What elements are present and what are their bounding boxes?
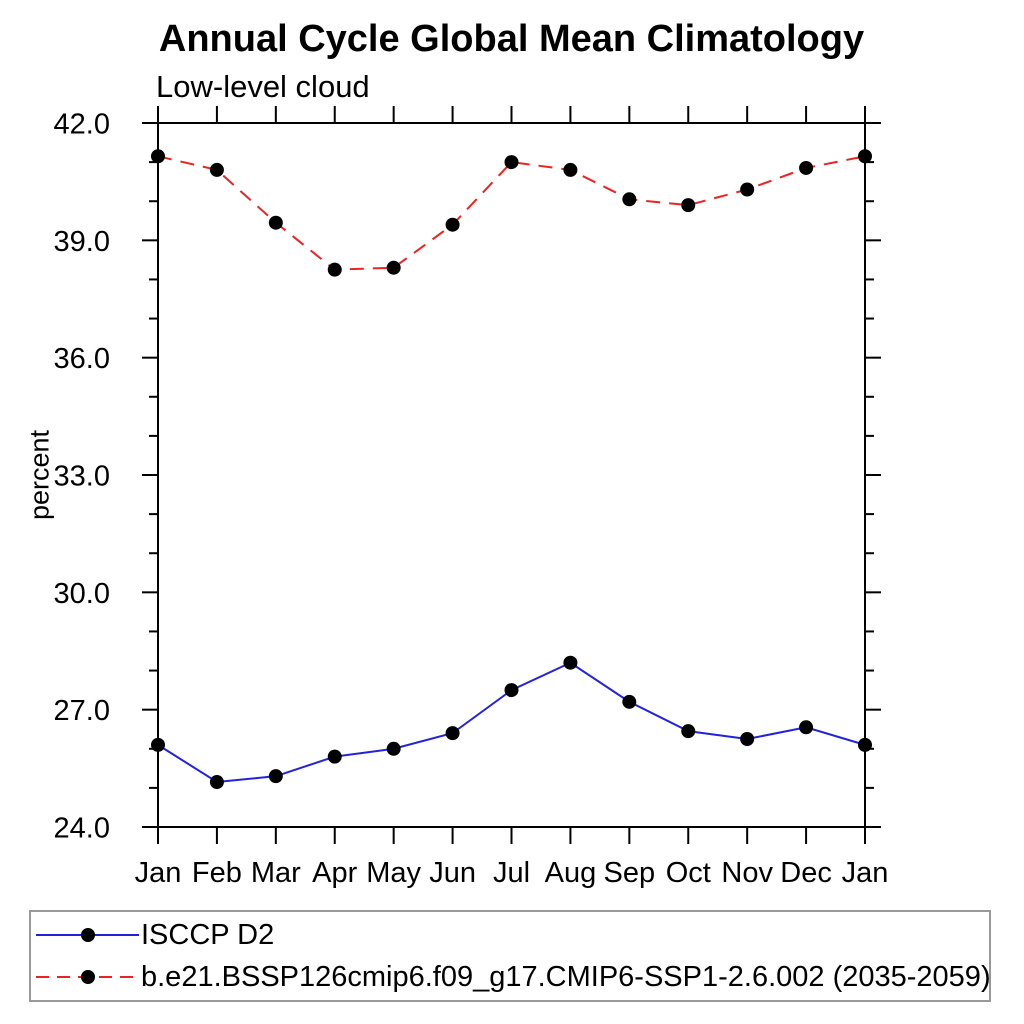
x-axis-tick-label: Jan bbox=[842, 857, 889, 889]
data-point-marker bbox=[386, 741, 401, 756]
legend-label-observation: ISCCP D2 bbox=[141, 918, 275, 951]
data-point-marker bbox=[563, 162, 578, 177]
marker-dot-icon bbox=[80, 928, 95, 942]
data-point-marker bbox=[268, 215, 283, 230]
data-point-marker bbox=[151, 737, 165, 752]
y-axis-tick-label: 36.0 bbox=[54, 343, 110, 375]
data-point-marker bbox=[858, 737, 872, 752]
x-axis-tick-label: Apr bbox=[312, 857, 357, 889]
data-point-marker bbox=[209, 775, 224, 790]
x-axis-tick-label: Oct bbox=[666, 857, 711, 889]
legend-label-model: b.e21.BSSP126cmip6.f09_g17.CMIP6-SSP1-2.… bbox=[141, 960, 991, 993]
x-axis-tick-label: Mar bbox=[251, 857, 301, 889]
legend-item-model: b.e21.BSSP126cmip6.f09_g17.CMIP6-SSP1-2.… bbox=[36, 960, 991, 994]
y-axis-tick-label: 27.0 bbox=[54, 695, 110, 727]
series-line-0 bbox=[157, 661, 866, 784]
chart-subtitle: Low-level cloud bbox=[156, 69, 370, 104]
x-axis-tick-label: Jun bbox=[429, 857, 476, 889]
x-axis-tick-label: Feb bbox=[192, 857, 242, 889]
chart-title: Annual Cycle Global Mean Climatology bbox=[158, 18, 865, 60]
data-point-marker bbox=[799, 720, 814, 735]
data-point-marker bbox=[799, 160, 814, 175]
data-point-marker bbox=[740, 732, 755, 746]
legend-box: ISCCP D2 b.e21.BSSP126cmip6.f09_g17.CMIP… bbox=[29, 910, 991, 1002]
data-point-marker bbox=[327, 262, 342, 277]
data-point-marker bbox=[681, 198, 696, 213]
x-axis-tick-label: Aug bbox=[545, 857, 597, 889]
data-point-marker bbox=[151, 149, 165, 164]
y-axis-tick-label: 42.0 bbox=[54, 109, 110, 141]
x-axis-tick-label: Nov bbox=[721, 857, 773, 889]
y-axis-tick-label: 30.0 bbox=[54, 578, 110, 610]
data-point-marker bbox=[858, 149, 872, 164]
data-point-marker bbox=[268, 769, 283, 784]
data-point-marker bbox=[563, 655, 578, 670]
y-axis-tick-label: 24.0 bbox=[54, 813, 110, 845]
y-axis-tick-label: 39.0 bbox=[54, 226, 110, 258]
data-point-marker bbox=[209, 162, 224, 177]
data-point-marker bbox=[504, 683, 519, 698]
axes-box bbox=[157, 122, 866, 828]
x-axis-tick-label: Jan bbox=[135, 857, 182, 889]
data-point-marker bbox=[740, 182, 755, 197]
legend-line-sample-dashed bbox=[36, 970, 139, 985]
data-point-marker bbox=[681, 724, 696, 739]
series-line-1 bbox=[157, 155, 866, 271]
data-point-marker bbox=[445, 726, 460, 741]
y-axis-tick-label: 33.0 bbox=[54, 461, 110, 493]
data-point-marker bbox=[504, 155, 519, 170]
x-axis-tick-label: Dec bbox=[780, 857, 832, 889]
marker-dot-icon bbox=[80, 970, 95, 984]
data-point-marker bbox=[327, 749, 342, 764]
x-axis-tick-label: Jul bbox=[493, 857, 530, 889]
x-axis-tick-label: May bbox=[366, 857, 421, 889]
data-point-marker bbox=[622, 694, 637, 709]
legend-item-observation: ISCCP D2 bbox=[36, 918, 989, 952]
data-point-marker bbox=[386, 260, 401, 275]
x-axis-tick-label: Sep bbox=[604, 857, 656, 889]
data-point-marker bbox=[622, 192, 637, 207]
data-point-marker bbox=[445, 217, 460, 232]
legend-line-sample-solid bbox=[36, 928, 139, 943]
